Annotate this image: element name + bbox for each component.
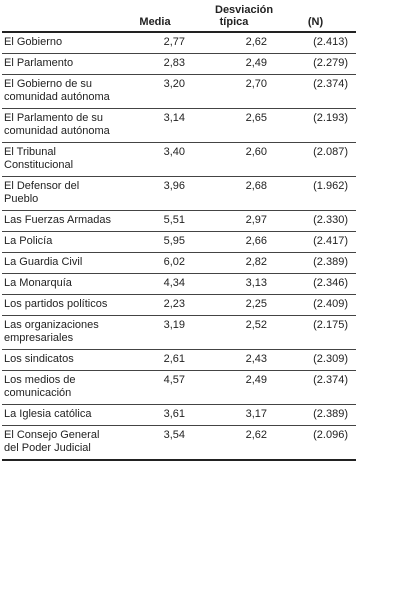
value-cell: 2,77 — [117, 32, 193, 54]
value-cell: 2,61 — [117, 349, 193, 371]
value-cell: 2,62 — [193, 32, 275, 54]
row-label: Los medios de comunicación — [2, 370, 117, 405]
value-cell: 2,43 — [193, 349, 275, 371]
row-label: Los partidos políticos — [2, 294, 117, 316]
table-row: Los sindicatos 2,61 2,43 (2.309) — [2, 349, 356, 371]
value-cell: (2.374) — [275, 74, 356, 109]
value-cell: 2,65 — [193, 108, 275, 143]
row-label: El Consejo General del Poder Judicial — [2, 425, 117, 461]
row-label: Las Fuerzas Armadas — [2, 210, 117, 232]
header-cell: Media — [117, 4, 193, 33]
row-label: El Defensor del Pueblo — [2, 176, 117, 211]
value-cell: 4,34 — [117, 273, 193, 295]
table-row: La Guardia Civil 6,02 2,82 (2.389) — [2, 252, 356, 274]
row-label: El Gobierno — [2, 32, 117, 54]
value-cell: (2.330) — [275, 210, 356, 232]
value-cell: (2.413) — [275, 32, 356, 54]
row-label: El Parlamento — [2, 53, 117, 75]
header-cell: (N) — [275, 4, 356, 33]
value-cell: (2.309) — [275, 349, 356, 371]
table-row: Las Fuerzas Armadas 5,51 2,97 (2.330) — [2, 210, 356, 232]
value-cell: 2,25 — [193, 294, 275, 316]
table-row: La Policía 5,95 2,66 (2.417) — [2, 231, 356, 253]
value-cell: 6,02 — [117, 252, 193, 274]
data-table: Media Desviación típica (N) El Gobierno 2… — [2, 4, 356, 461]
value-cell: (2.346) — [275, 273, 356, 295]
row-label: El Gobierno de su comunidad autónoma — [2, 74, 117, 109]
value-cell: 2,70 — [193, 74, 275, 109]
value-cell: (2.374) — [275, 370, 356, 405]
value-cell: (2.087) — [275, 142, 356, 177]
row-label: El Parlamento de su comunidad autónoma — [2, 108, 117, 143]
value-cell: 2,83 — [117, 53, 193, 75]
table-row: El Gobierno de su comunidad autónoma 3,20… — [2, 74, 356, 109]
value-cell: 4,57 — [117, 370, 193, 405]
row-label: El Tribunal Constitucional — [2, 142, 117, 177]
value-cell: 3,40 — [117, 142, 193, 177]
value-cell: 2,68 — [193, 176, 275, 211]
row-label: La Guardia Civil — [2, 252, 117, 274]
value-cell: (2.409) — [275, 294, 356, 316]
value-cell: (1.962) — [275, 176, 356, 211]
row-label: La Monarquía — [2, 273, 117, 295]
value-cell: (2.389) — [275, 252, 356, 274]
table-row: El Defensor del Pueblo 3,96 2,68 (1.962) — [2, 176, 356, 211]
row-label: Los sindicatos — [2, 349, 117, 371]
value-cell: (2.193) — [275, 108, 356, 143]
table-row: Los medios de comunicación 4,57 2,49 (2.374… — [2, 370, 356, 405]
value-cell: (2.175) — [275, 315, 356, 350]
table-row: El Tribunal Constitucional 3,40 2,60 (2.087… — [2, 142, 356, 177]
row-label: La Iglesia católica — [2, 404, 117, 426]
table-row: El Consejo General del Poder Judicial 3,5… — [2, 425, 356, 461]
table-row: La Monarquía 4,34 3,13 (2.346) — [2, 273, 356, 295]
table-row: Los partidos políticos 2,23 2,25 (2.409) — [2, 294, 356, 316]
value-cell: 2,52 — [193, 315, 275, 350]
value-cell: 3,20 — [117, 74, 193, 109]
row-label: Las organizaciones empresariales — [2, 315, 117, 350]
value-cell: 3,17 — [193, 404, 275, 426]
value-cell: 2,49 — [193, 53, 275, 75]
value-cell: 5,51 — [117, 210, 193, 232]
value-cell: 3,14 — [117, 108, 193, 143]
corner-cell — [2, 4, 117, 33]
row-label: La Policía — [2, 231, 117, 253]
value-cell: 2,97 — [193, 210, 275, 232]
header-row: Media Desviación típica (N) — [2, 4, 356, 33]
table-body: El Gobierno 2,77 2,62 (2.413) El Parlamento 2… — [2, 32, 356, 461]
table-row: El Parlamento 2,83 2,49 (2.279) — [2, 53, 356, 75]
table-row: El Gobierno 2,77 2,62 (2.413) — [2, 32, 356, 54]
value-cell: 3,13 — [193, 273, 275, 295]
value-cell: 2,62 — [193, 425, 275, 461]
value-cell: (2.096) — [275, 425, 356, 461]
value-cell: 3,54 — [117, 425, 193, 461]
value-cell: (2.279) — [275, 53, 356, 75]
table-row: Las organizaciones empresariales 3,19 2,52… — [2, 315, 356, 350]
value-cell: 3,61 — [117, 404, 193, 426]
table-row: El Parlamento de su comunidad autónoma 3,… — [2, 108, 356, 143]
table-row: La Iglesia católica 3,61 3,17 (2.389) — [2, 404, 356, 426]
value-cell: (2.389) — [275, 404, 356, 426]
value-cell: (2.417) — [275, 231, 356, 253]
value-cell: 2,82 — [193, 252, 275, 274]
value-cell: 3,19 — [117, 315, 193, 350]
value-cell: 2,49 — [193, 370, 275, 405]
value-cell: 2,66 — [193, 231, 275, 253]
header-cell: Desviación típica — [193, 4, 275, 33]
value-cell: 2,60 — [193, 142, 275, 177]
value-cell: 2,23 — [117, 294, 193, 316]
value-cell: 3,96 — [117, 176, 193, 211]
value-cell: 5,95 — [117, 231, 193, 253]
